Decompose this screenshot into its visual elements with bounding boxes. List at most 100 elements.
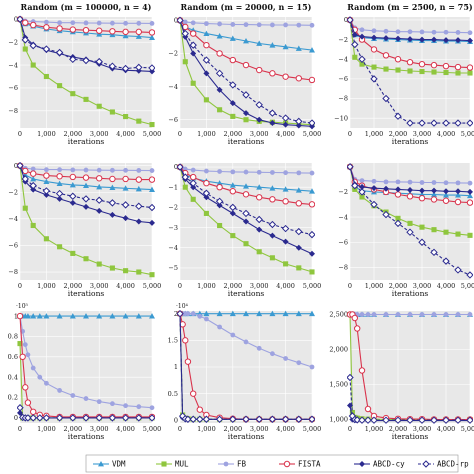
data-point-fista — [466, 64, 473, 71]
data-point-mul — [431, 69, 437, 75]
x-tick-label: 4,000 — [116, 130, 135, 138]
legend-label-fb: FB — [237, 460, 247, 469]
data-point-abcd-rp — [268, 220, 277, 229]
x-tick-label: 0 — [18, 425, 22, 433]
data-point-fista — [69, 26, 77, 33]
data-point-fista — [308, 76, 315, 84]
chart-panel-5: 0 −1 −2 −3 −4 −5 0 1,000 2,000 3,000 4,000 5,000 ite… — [168, 163, 321, 298]
data-point-mul — [217, 107, 223, 113]
data-point-abcd-rp — [308, 230, 315, 239]
data-point-abcd-rp — [229, 203, 237, 212]
data-point-abcd-rp — [181, 29, 189, 38]
data-point-mul — [182, 184, 188, 190]
data-point-abcd-rp — [215, 197, 224, 206]
data-point-fb — [217, 169, 223, 174]
data-point-abcd-rp — [370, 200, 378, 209]
data-point-vdm — [243, 310, 249, 317]
data-point-abcd-rp — [29, 414, 37, 422]
data-point-mul — [83, 256, 89, 262]
data-point-abcd-rp — [42, 187, 51, 195]
data-point-mul — [359, 194, 365, 200]
data-point-fista — [282, 198, 289, 205]
data-point-vdm — [229, 35, 236, 41]
data-point-vdm — [295, 45, 302, 51]
data-point-abcd-cy — [383, 35, 389, 42]
data-point-mul — [283, 261, 289, 267]
x-tick-label: 1,000 — [365, 425, 384, 433]
y-tick-label: −4 — [168, 83, 178, 91]
data-point-fb — [256, 345, 262, 351]
data-point-vdm — [243, 38, 249, 44]
data-point-abcd-rp — [454, 119, 462, 127]
x-tick-label: 0 — [178, 425, 182, 433]
data-point-mul — [70, 250, 76, 256]
data-point-vdm — [30, 313, 37, 319]
series-vdm — [17, 313, 155, 319]
data-point-fista — [56, 173, 63, 180]
x-tick-label: 3,000 — [413, 425, 432, 433]
data-point-abcd-cy — [216, 86, 223, 93]
y-tick-label: −4 — [338, 213, 348, 221]
data-point-fista — [190, 30, 197, 37]
data-point-abcd-cy — [69, 199, 76, 206]
data-point-mul — [22, 46, 28, 52]
series-fista — [17, 162, 155, 183]
data-point-vdm — [269, 185, 276, 191]
data-point-abcd-rp — [148, 414, 155, 422]
data-point-abcd-cy — [282, 121, 289, 128]
data-point-abcd-rp — [466, 271, 473, 279]
data-point-abcd-rp — [215, 69, 224, 78]
data-point-fista — [454, 198, 462, 206]
data-point-mul — [109, 265, 115, 271]
data-point-fb — [83, 396, 89, 401]
x-tick-label: 5,000 — [143, 425, 162, 433]
data-point-fb — [185, 311, 191, 317]
data-point-abcd-rp — [454, 416, 462, 424]
data-point-abcd-rp — [55, 189, 64, 198]
data-point-abcd-rp — [295, 117, 303, 126]
data-point-fista — [370, 46, 378, 53]
data-point-fista — [82, 174, 90, 181]
x-tick-label: 0 — [348, 425, 352, 433]
data-point-abcd-rp — [406, 119, 414, 127]
data-point-vdm — [203, 30, 210, 36]
x-tick-label: 2,000 — [389, 130, 408, 138]
x-tick-label: 0 — [348, 282, 352, 290]
data-point-fista — [216, 184, 223, 191]
data-point-fista — [308, 201, 315, 208]
x-tick-label: 5,000 — [143, 282, 162, 290]
data-point-vdm — [43, 178, 50, 185]
data-point-mul — [30, 222, 36, 229]
data-point-abcd-cy — [83, 203, 89, 210]
data-point-vdm — [135, 33, 142, 39]
data-point-fb — [467, 180, 473, 186]
data-point-mul — [443, 69, 449, 76]
data-point-fb — [149, 21, 155, 26]
data-point-fista — [454, 63, 462, 71]
data-point-mul — [43, 73, 49, 80]
legend: VDM MUL FB FISTA ABCD-cy ABCD-rp — [85, 454, 469, 473]
plot-area — [350, 311, 470, 423]
data-point-fista — [229, 56, 237, 64]
data-point-abcd-cy — [467, 37, 473, 44]
data-point-fista — [203, 179, 210, 187]
data-point-fb — [30, 166, 36, 172]
data-point-abcd-rp — [121, 201, 130, 209]
data-point-abcd-rp — [347, 373, 354, 382]
data-point-abcd-rp — [24, 414, 32, 422]
data-point-fb — [383, 28, 389, 34]
data-point-mul — [136, 269, 142, 275]
y-tick-label: −8 — [8, 107, 18, 115]
series-abcd-rp — [177, 309, 315, 423]
data-point-abcd-cy — [419, 187, 425, 194]
data-point-abcd-cy — [269, 232, 276, 239]
data-point-abcd-rp — [69, 414, 77, 422]
y-tick-label: −5 — [168, 264, 178, 272]
data-point-abcd-rp — [189, 179, 197, 187]
chart-panel-8: 0 0.5 1 1.5 2 0 1,000 2,000 3,000 4,000 5,000 itera… — [168, 303, 322, 441]
x-tick-label: 5,000 — [461, 130, 474, 138]
data-point-abcd-rp — [255, 215, 263, 224]
y-tick-label: 0.6 — [8, 353, 18, 361]
data-point-abcd-cy — [443, 188, 449, 195]
